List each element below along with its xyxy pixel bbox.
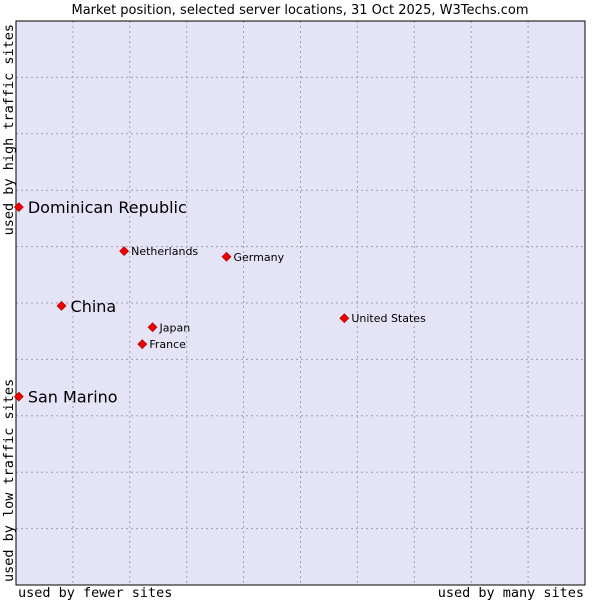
point-san-marino: San Marino [13,388,118,407]
y-axis-label-bottom: used by low traffic sites [1,379,17,582]
x-axis-label-left: used by fewer sites [18,585,172,600]
point-label-china: China [71,297,117,316]
point-label-netherlands: Netherlands [131,245,198,258]
x-axis-label-right: used by many sites [438,585,584,600]
point-japan: Japan [147,321,191,334]
point-marker-germany [221,251,232,262]
point-netherlands: Netherlands [119,245,198,258]
point-dominican-republic: Dominican Republic [13,198,187,217]
y-axis-label-top: used by high traffic sites [1,24,17,235]
data-points: Dominican Republic Netherlands Germany Chin… [13,198,426,407]
point-label-france: France [149,338,186,351]
point-label-dominican-republic: Dominican Republic [28,198,187,217]
point-marker-san-marino [13,391,24,402]
point-label-japan: Japan [159,321,191,334]
point-france: France [137,338,186,351]
point-marker-united-states [339,313,350,324]
plot-frame [15,20,586,586]
point-label-san-marino: San Marino [28,388,118,407]
point-china: China [56,297,117,316]
point-marker-france [137,339,148,350]
point-label-united-states: United States [351,312,426,325]
chart-title: Market position, selected server locatio… [71,3,528,18]
grid-lines [16,21,585,585]
point-label-germany: Germany [234,251,285,264]
point-marker-netherlands [119,246,130,257]
point-marker-china [56,300,67,311]
point-marker-japan [147,322,158,333]
point-united-states: United States [339,312,426,325]
point-marker-dominican-republic [13,202,24,213]
point-germany: Germany [221,251,285,264]
